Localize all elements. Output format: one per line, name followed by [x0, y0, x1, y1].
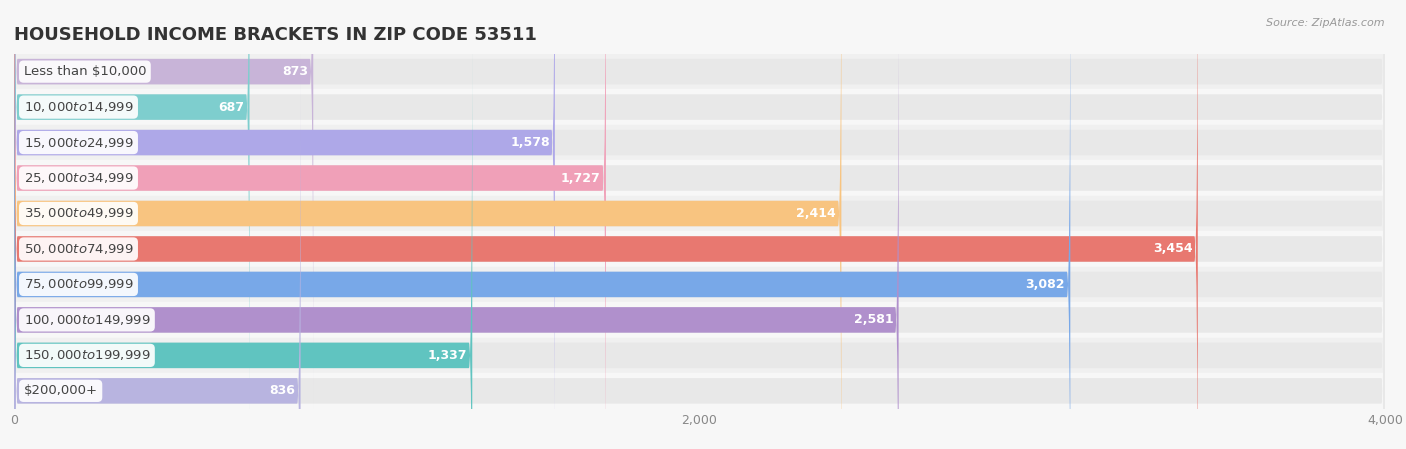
- Bar: [14, 125, 1385, 160]
- FancyBboxPatch shape: [14, 0, 1070, 449]
- FancyBboxPatch shape: [14, 13, 472, 449]
- FancyBboxPatch shape: [14, 0, 606, 449]
- Text: $50,000 to $74,999: $50,000 to $74,999: [24, 242, 134, 256]
- Bar: [14, 196, 1385, 231]
- Text: 2,414: 2,414: [796, 207, 837, 220]
- Bar: [14, 160, 1385, 196]
- FancyBboxPatch shape: [14, 0, 314, 414]
- Bar: [14, 231, 1385, 267]
- Bar: [14, 338, 1385, 373]
- Text: 1,727: 1,727: [561, 172, 600, 185]
- Text: 3,454: 3,454: [1153, 242, 1192, 255]
- Text: 836: 836: [270, 384, 295, 397]
- Bar: [14, 267, 1385, 302]
- FancyBboxPatch shape: [14, 0, 1385, 449]
- Text: 1,578: 1,578: [510, 136, 550, 149]
- Bar: [14, 54, 1385, 89]
- FancyBboxPatch shape: [14, 49, 1385, 449]
- Text: $15,000 to $24,999: $15,000 to $24,999: [24, 136, 134, 150]
- Text: 1,337: 1,337: [427, 349, 467, 362]
- Text: $35,000 to $49,999: $35,000 to $49,999: [24, 207, 134, 220]
- Text: $75,000 to $99,999: $75,000 to $99,999: [24, 277, 134, 291]
- Text: Source: ZipAtlas.com: Source: ZipAtlas.com: [1267, 18, 1385, 28]
- FancyBboxPatch shape: [14, 0, 1385, 449]
- FancyBboxPatch shape: [14, 0, 1385, 449]
- Bar: [14, 373, 1385, 409]
- Text: $200,000+: $200,000+: [24, 384, 97, 397]
- Text: 873: 873: [283, 65, 308, 78]
- Text: Less than $10,000: Less than $10,000: [24, 65, 146, 78]
- FancyBboxPatch shape: [14, 0, 1385, 414]
- Text: $10,000 to $14,999: $10,000 to $14,999: [24, 100, 134, 114]
- Text: $150,000 to $199,999: $150,000 to $199,999: [24, 348, 150, 362]
- Text: $100,000 to $149,999: $100,000 to $149,999: [24, 313, 150, 327]
- Text: $25,000 to $34,999: $25,000 to $34,999: [24, 171, 134, 185]
- FancyBboxPatch shape: [14, 0, 841, 449]
- FancyBboxPatch shape: [14, 49, 301, 449]
- FancyBboxPatch shape: [14, 0, 249, 449]
- Text: 2,581: 2,581: [853, 313, 893, 326]
- Text: 687: 687: [218, 101, 245, 114]
- FancyBboxPatch shape: [14, 0, 1385, 449]
- Bar: [14, 302, 1385, 338]
- FancyBboxPatch shape: [14, 0, 1385, 449]
- Bar: [14, 89, 1385, 125]
- FancyBboxPatch shape: [14, 0, 1198, 449]
- FancyBboxPatch shape: [14, 0, 1385, 449]
- FancyBboxPatch shape: [14, 0, 1385, 449]
- Text: HOUSEHOLD INCOME BRACKETS IN ZIP CODE 53511: HOUSEHOLD INCOME BRACKETS IN ZIP CODE 53…: [14, 26, 537, 44]
- FancyBboxPatch shape: [14, 13, 1385, 449]
- FancyBboxPatch shape: [14, 0, 898, 449]
- FancyBboxPatch shape: [14, 0, 555, 449]
- Text: 3,082: 3,082: [1025, 278, 1066, 291]
